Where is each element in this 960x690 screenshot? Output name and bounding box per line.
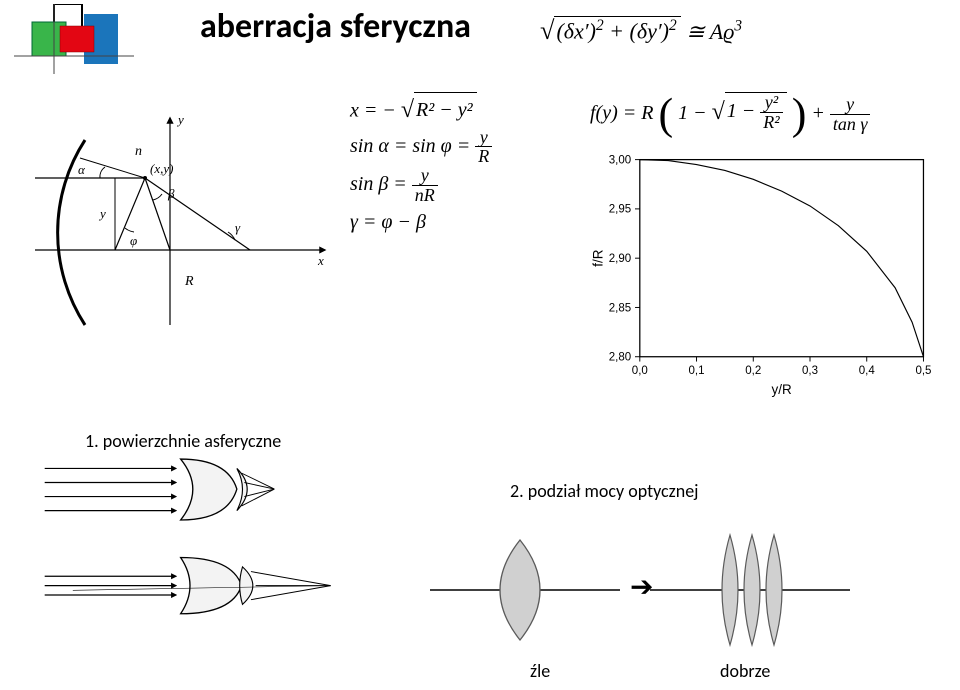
svg-text:x: x xyxy=(317,253,324,268)
svg-text:0,2: 0,2 xyxy=(745,365,761,377)
svg-text:γ: γ xyxy=(235,220,241,235)
svg-text:α: α xyxy=(78,162,86,177)
svg-text:y/R: y/R xyxy=(772,382,792,397)
svg-text:2,90: 2,90 xyxy=(609,253,631,265)
slide-logo xyxy=(14,4,134,74)
svg-text:3,00: 3,00 xyxy=(609,154,631,166)
aberration-magnitude-formula: √ (δx′)2 + (δy′)2 ≅ Aϱ3 xyxy=(540,16,742,45)
svg-text:0,4: 0,4 xyxy=(859,365,876,377)
svg-text:n: n xyxy=(135,144,142,159)
focal-length-formula: f(y) = R ( 1 − √ 1 − y²R² ) + ytan γ xyxy=(590,92,870,134)
svg-text:2,85: 2,85 xyxy=(609,302,631,314)
svg-text:φ: φ xyxy=(130,233,137,248)
geometry-equations: x = − √ R² − y² sin α = sin φ = yR sin β… xyxy=(350,92,492,239)
aspheric-lens-diagram xyxy=(40,445,340,633)
label-bad: źle xyxy=(530,660,550,682)
svg-text:0,1: 0,1 xyxy=(689,365,705,377)
svg-text:f/R: f/R xyxy=(590,249,605,266)
svg-text:y: y xyxy=(98,206,106,221)
power-split-diagram xyxy=(420,515,920,665)
spherical-refraction-diagram: x y n (x,y) y α β φ γ R xyxy=(30,110,330,330)
svg-text:0,3: 0,3 xyxy=(802,365,818,377)
svg-text:R: R xyxy=(184,274,194,289)
fr-vs-yr-chart: 0,0 0,1 0,2 0,3 0,4 0,5 2,80 2,85 2,90 2,95 3,00 y/… xyxy=(580,150,940,400)
svg-text:0,0: 0,0 xyxy=(632,365,648,377)
svg-text:β: β xyxy=(167,186,175,201)
svg-text:0,5: 0,5 xyxy=(915,365,931,377)
svg-text:2,95: 2,95 xyxy=(609,204,631,216)
svg-text:(x,y): (x,y) xyxy=(150,161,173,176)
arrow-icon: ➔ xyxy=(630,570,653,603)
slide-title: aberracja sferyczna xyxy=(200,6,471,47)
svg-text:2,80: 2,80 xyxy=(609,352,631,364)
label-good: dobrze xyxy=(720,660,770,682)
svg-text:y: y xyxy=(176,112,184,127)
section-2-label: 2. podział mocy optycznej xyxy=(510,480,699,502)
